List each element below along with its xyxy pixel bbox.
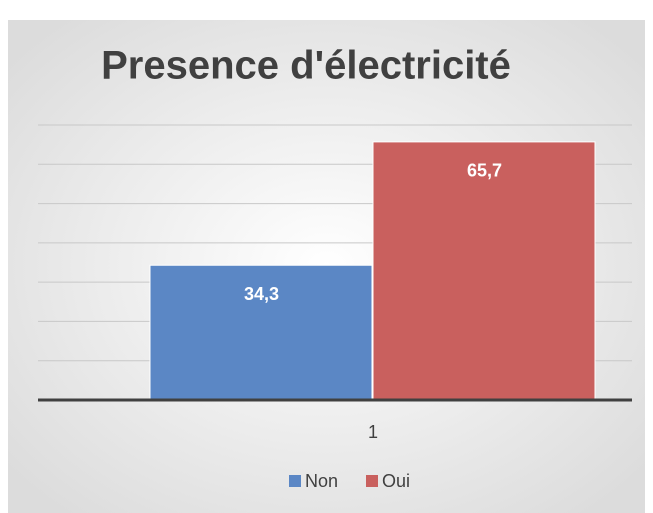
legend-swatch <box>289 475 301 487</box>
legend-swatch <box>366 475 378 487</box>
legend-label: Non <box>305 471 338 491</box>
bar <box>149 264 373 401</box>
data-label: 65,7 <box>467 161 502 181</box>
data-label: 34,3 <box>244 284 279 304</box>
bar <box>372 141 596 401</box>
chart-title: Presence d'électricité <box>101 44 511 88</box>
x-tick-label: 1 <box>368 422 378 442</box>
legend-label: Oui <box>382 471 410 491</box>
